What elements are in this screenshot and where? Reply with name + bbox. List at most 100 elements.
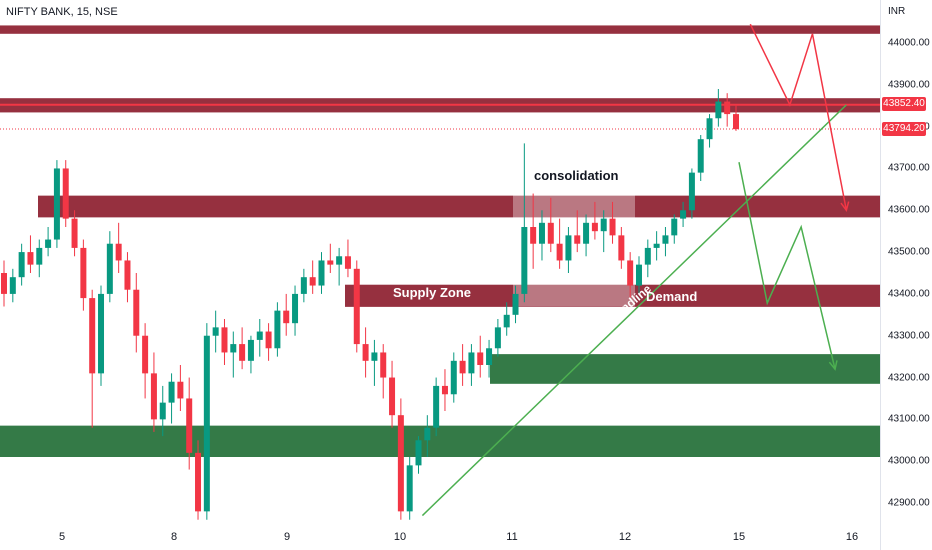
supply-zone [38, 195, 880, 218]
candle-body [327, 260, 334, 265]
zones-layer [0, 25, 880, 457]
levels-layer [0, 103, 880, 130]
consolidation-box [513, 193, 635, 307]
y-tick-label: 43700.00 [888, 162, 930, 174]
x-tick-label: 12 [618, 531, 632, 543]
candle-body [80, 247, 87, 299]
candle-body [168, 381, 175, 403]
supply-zone-label: Supply Zone [393, 285, 471, 300]
candle-body [653, 243, 660, 248]
candle-body [424, 427, 431, 441]
y-tick-label: 42900.00 [888, 497, 930, 509]
price-tag-high: 43852.40 [882, 97, 926, 111]
candle-body [274, 310, 281, 349]
y-tick-label: 43200.00 [888, 372, 930, 384]
candle-body [186, 398, 193, 453]
candle-body [380, 352, 387, 378]
candle-body [697, 139, 704, 173]
candle-body [618, 235, 625, 261]
candle-body [706, 118, 713, 140]
candle-body [71, 218, 78, 248]
candle-body [124, 260, 131, 290]
candle-body [256, 331, 263, 340]
y-tick-label: 43000.00 [888, 455, 930, 467]
candle-body [362, 344, 369, 361]
price-tag-last: 43794.20 [882, 122, 926, 136]
candle-body [203, 335, 210, 512]
candle-body [292, 293, 299, 324]
trendline [421, 104, 847, 517]
candle-body [9, 277, 16, 294]
candle-body [36, 247, 43, 265]
candle-body [671, 218, 678, 236]
candle-body [406, 465, 413, 512]
candles-layer [1, 89, 739, 520]
candle-body [503, 314, 510, 328]
projection-green-path [738, 162, 836, 370]
candle-body [336, 256, 343, 265]
candle-body [142, 335, 149, 374]
demand-zone [0, 425, 880, 457]
y-tick-label: 43400.00 [888, 288, 930, 300]
candle-body [265, 331, 272, 349]
candle-body [283, 310, 290, 324]
candle-body [247, 339, 254, 361]
candle-body [300, 277, 307, 294]
candle-body [441, 385, 448, 395]
candle-body [1, 273, 7, 294]
candle-body [556, 243, 563, 261]
candle-body [644, 247, 651, 265]
candle-body [344, 256, 351, 269]
x-tick-label: 15 [732, 531, 746, 543]
supply-zone [0, 25, 880, 34]
candle-body [212, 327, 219, 336]
x-tick-label: 9 [283, 531, 291, 543]
candle-body [565, 235, 572, 261]
candle-body [195, 452, 202, 512]
candle-body [583, 222, 590, 244]
x-tick-label: 8 [170, 531, 178, 543]
candle-body [538, 222, 545, 244]
price-axis-separator [880, 0, 881, 550]
x-tick-label: 11 [506, 531, 518, 543]
candle-body [133, 289, 140, 336]
supply-zone [345, 284, 880, 307]
demand-zone [490, 354, 880, 384]
candle-body [512, 293, 519, 315]
y-tick-label: 44000.00 [888, 37, 930, 49]
candle-body [459, 360, 466, 374]
candle-body [521, 227, 528, 294]
projection-green-path-arrowhead [828, 360, 838, 371]
candle-body [486, 348, 493, 365]
candle-body [221, 327, 228, 353]
candle-body [159, 402, 166, 420]
candle-body [397, 415, 404, 512]
candle-body [680, 210, 687, 219]
demand-label: Demand [646, 289, 698, 304]
y-tick-label: 43600.00 [888, 204, 930, 216]
candle-body [450, 360, 457, 395]
candle-body [724, 101, 731, 115]
candle-body [177, 381, 184, 399]
candle-body [230, 344, 237, 353]
candle-body [309, 277, 316, 286]
candle-body [530, 227, 537, 244]
y-tick-label: 43900.00 [888, 79, 930, 91]
x-tick-label: 16 [845, 531, 859, 543]
candle-body [53, 168, 60, 240]
candle-body [106, 243, 113, 294]
candle-body [389, 377, 396, 416]
y-tick-label: 43500.00 [888, 246, 930, 258]
candle-body [371, 352, 378, 361]
x-tick-label: 5 [58, 531, 66, 543]
candle-body [27, 252, 34, 265]
x-tick-label: 10 [393, 531, 407, 543]
y-tick-label: 43100.00 [888, 413, 930, 425]
candle-body [89, 298, 96, 374]
candle-body [150, 373, 157, 420]
candle-body [18, 252, 25, 278]
candle-body [591, 222, 598, 232]
candle-body [318, 260, 325, 286]
lines-layer [421, 23, 850, 517]
